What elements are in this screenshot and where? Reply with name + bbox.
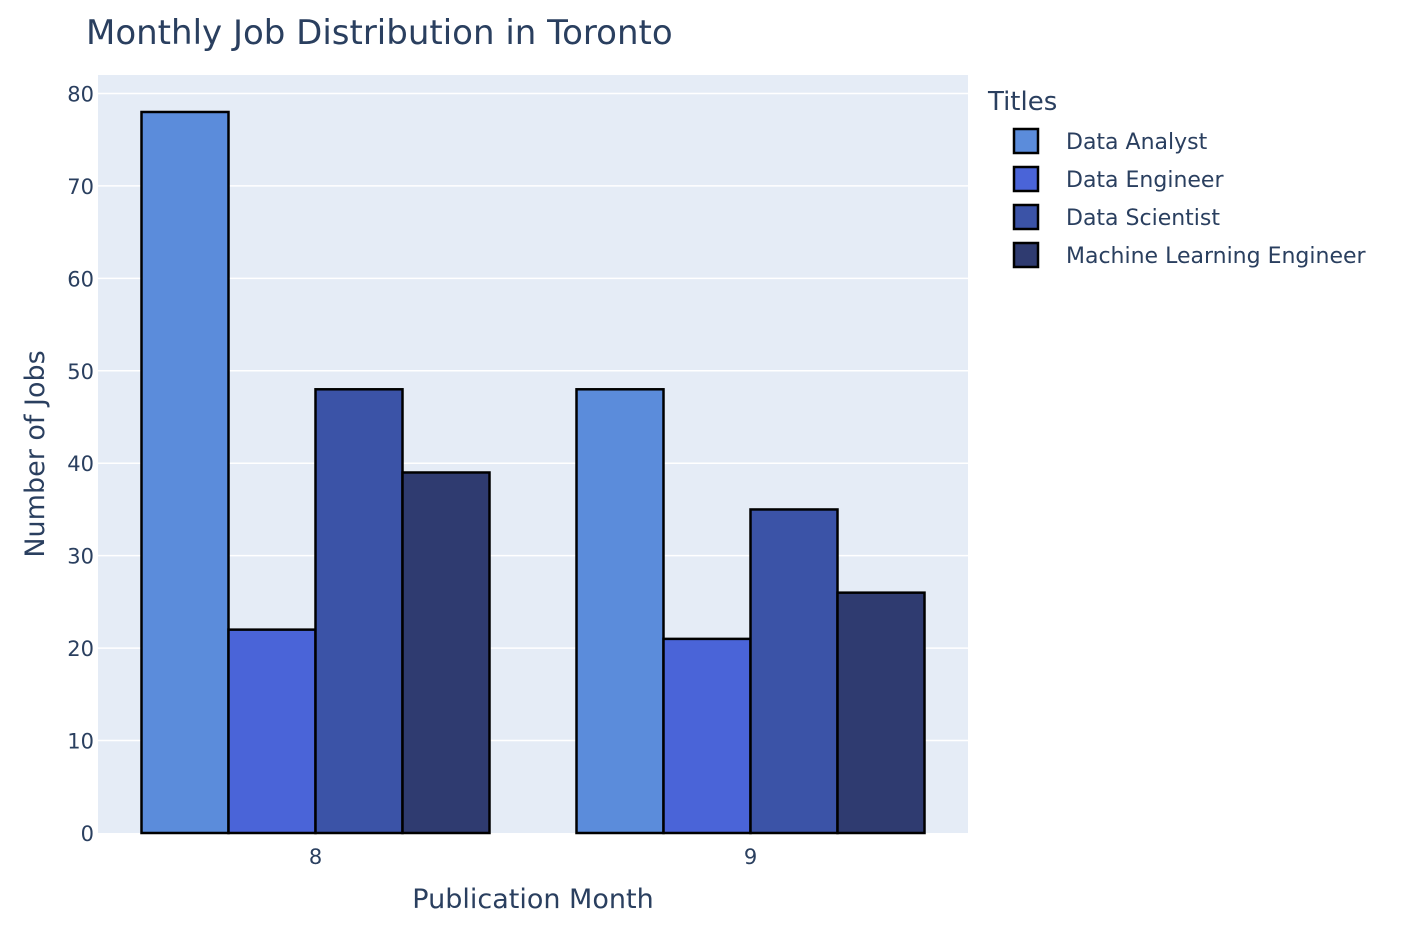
legend-title: Titles: [987, 87, 1057, 117]
bar-machine-learning-engineer-month-8[interactable]: [401, 471, 491, 835]
legend[interactable]: Titles Data Analyst Data Engineer Data Sci…: [987, 87, 1367, 269]
legend-item-machine-learning-engineer[interactable]: Machine Learning Engineer: [1012, 241, 1367, 269]
legend-label: Machine Learning Engineer: [1066, 244, 1367, 269]
bar-data-engineer-month-9[interactable]: [662, 637, 752, 835]
bar-data-engineer-month-8[interactable]: [227, 628, 317, 835]
bars: [140, 110, 926, 835]
x-axis-title: Publication Month: [412, 884, 653, 915]
y-axis-title: Number of Jobs: [20, 350, 51, 557]
legend-swatch: [1012, 241, 1040, 269]
legend-swatch: [1012, 165, 1040, 193]
legend-label: Data Scientist: [1066, 206, 1220, 231]
legend-label: Data Analyst: [1066, 130, 1208, 155]
y-tick-label: 0: [81, 822, 94, 846]
y-tick-label: 70: [67, 175, 94, 199]
bar-machine-learning-engineer-month-9[interactable]: [836, 591, 926, 835]
legend-swatch: [1012, 127, 1040, 155]
y-tick-label: 60: [67, 267, 94, 291]
legend-items[interactable]: Data Analyst Data Engineer Data Scientist M…: [1012, 127, 1367, 269]
bar-data-analyst-month-8[interactable]: [140, 110, 230, 835]
legend-item-data-scientist[interactable]: Data Scientist: [1012, 203, 1220, 231]
y-tick-label: 20: [67, 637, 94, 661]
x-tick-label: 9: [744, 845, 757, 869]
chart-title: Monthly Job Distribution in Toronto: [86, 13, 673, 53]
bar-data-analyst-month-9[interactable]: [575, 388, 665, 835]
bar-data-scientist-month-9[interactable]: [749, 508, 839, 835]
legend-item-data-engineer[interactable]: Data Engineer: [1012, 165, 1224, 193]
legend-label: Data Engineer: [1066, 168, 1224, 193]
y-tick-label: 50: [67, 360, 94, 384]
legend-swatch: [1012, 203, 1040, 231]
y-axis-ticks: 0 10 20 30 40 50 60 70 80: [67, 82, 94, 846]
y-tick-label: 10: [67, 730, 94, 754]
bar-data-scientist-month-8[interactable]: [314, 388, 404, 835]
y-tick-label: 30: [67, 545, 94, 569]
legend-item-data-analyst[interactable]: Data Analyst: [1012, 127, 1208, 155]
y-tick-label: 40: [67, 452, 94, 476]
y-tick-label: 80: [67, 82, 94, 106]
x-tick-label: 8: [309, 845, 322, 869]
